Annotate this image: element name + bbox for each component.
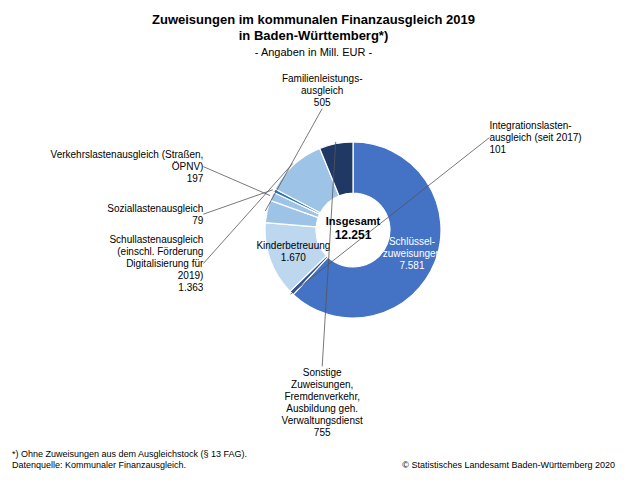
svg-text:Schlüssel-zuweisungen7.581: Schlüssel-zuweisungen7.581: [383, 236, 441, 271]
html-text:in Baden-Württemberg*): in Baden-Württemberg*): [238, 28, 389, 43]
html-text:- Angaben in Mill. EUR -: - Angaben in Mill. EUR -: [254, 46, 373, 58]
svg-text:Integrationslasten-ausgleich (: Integrationslasten-ausgleich (seit 2017)…: [489, 120, 581, 155]
html-text:Zuweisungen im kommunalen Fina: Zuweisungen im kommunalen Finanzausgleic…: [152, 12, 475, 27]
svg-text:Verkehrslastenausgleich (Straß: Verkehrslastenausgleich (Straßen,ÖPNV)19…: [51, 149, 204, 184]
svg-text:Soziallastenausgleich79: Soziallastenausgleich79: [107, 203, 204, 226]
html-text:Insgesamt: Insgesamt: [325, 215, 381, 227]
svg-text:Familienleistungs-ausgleich505: Familienleistungs-ausgleich505: [282, 73, 363, 108]
html-text:© Statistisches Landesamt Bade: © Statistisches Landesamt Baden-Württemb…: [402, 460, 615, 470]
svg-text:Schullastenausgleich(einschl.: Schullastenausgleich(einschl. FörderungD…: [109, 234, 204, 293]
html-text:Datenquelle: Kommunaler Finanz: Datenquelle: Kommunaler Finanzausgleich.: [12, 460, 187, 470]
svg-text:Kinderbetreuung1.670: Kinderbetreuung1.670: [256, 240, 330, 263]
html-text:12.251: 12.251: [334, 228, 372, 242]
svg-text:SonstigeZuweisungen,Fremdenver: SonstigeZuweisungen,Fremdenverkehr,Ausbi…: [282, 367, 363, 438]
html-text:*) Ohne Zuweisungen aus dem Au: *) Ohne Zuweisungen aus dem Ausgleichsto…: [12, 449, 248, 459]
